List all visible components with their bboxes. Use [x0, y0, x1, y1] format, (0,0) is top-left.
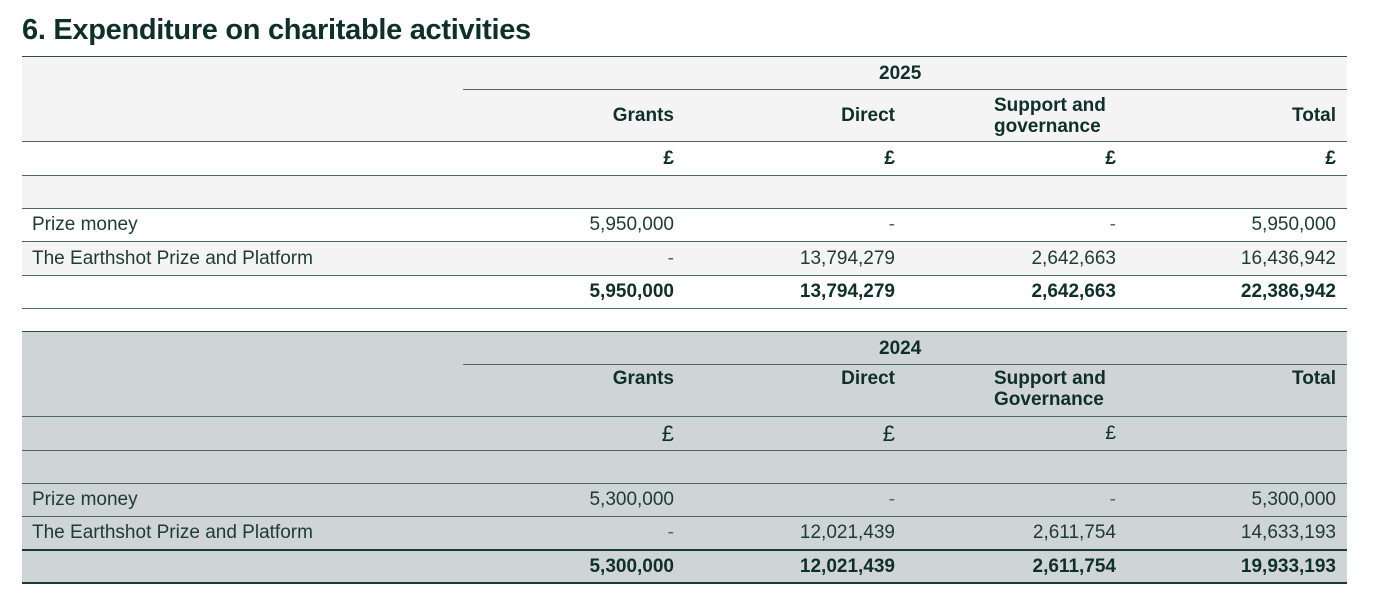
value-direct: -	[888, 214, 895, 235]
column-header-total: Total	[1292, 368, 1336, 389]
year-label: 2025	[879, 63, 922, 84]
spacer-row	[22, 176, 1347, 209]
value-total: 16,436,942	[1240, 247, 1336, 269]
total-row: 5,950,000 13,794,279 2,642,663 22,386,94…	[22, 276, 1347, 309]
currency-direct: £	[884, 148, 895, 169]
table-row: Prize money 5,300,000 - - 5,300,000	[22, 484, 1347, 517]
value-support: -	[1109, 214, 1116, 235]
total-grants: 5,950,000	[589, 281, 674, 302]
spacer-row	[22, 451, 1347, 484]
value-direct: 13,794,279	[799, 247, 895, 269]
value-grants: -	[667, 247, 674, 269]
total-direct: 13,794,279	[799, 281, 895, 302]
value-total: 14,633,193	[1240, 522, 1336, 543]
year-underline	[463, 364, 1347, 365]
table-row: The Earthshot Prize and Platform - 13,79…	[22, 242, 1347, 276]
column-header-row: Grants Direct Support and Governance Tot…	[22, 365, 1347, 417]
value-direct: 12,021,439	[799, 522, 895, 543]
value-total: 5,300,000	[1251, 489, 1336, 510]
value-grants: 5,950,000	[589, 214, 674, 235]
value-direct: -	[888, 489, 895, 510]
total-total: 19,933,193	[1240, 555, 1336, 577]
row-label: Prize money	[32, 489, 138, 510]
column-header-grants: Grants	[612, 368, 674, 389]
page-title: 6. Expenditure on charitable activities	[22, 14, 531, 46]
currency-support: £	[1105, 423, 1116, 444]
total-support: 2,611,754	[1032, 555, 1116, 577]
column-header-support-line1: Support and	[994, 94, 1106, 116]
column-header-support-line2: Governance	[994, 389, 1104, 410]
year-label: 2024	[879, 338, 922, 359]
total-support: 2,642,663	[1031, 281, 1116, 302]
table-row: The Earthshot Prize and Platform - 12,02…	[22, 517, 1347, 551]
column-header-row: Grants Direct Support and governance Tot…	[22, 90, 1347, 142]
currency-total: £	[1325, 148, 1336, 169]
value-support: -	[1109, 489, 1116, 510]
currency-grants: £	[663, 148, 674, 169]
currency-support: £	[1105, 148, 1116, 169]
column-header-direct: Direct	[841, 105, 895, 126]
column-header-grants: Grants	[612, 105, 674, 126]
value-grants: 5,300,000	[589, 489, 674, 510]
column-header-direct: Direct	[841, 368, 895, 389]
total-total: 22,386,942	[1240, 281, 1336, 302]
year-header-row: 2025	[22, 56, 1347, 90]
value-total: 5,950,000	[1251, 214, 1336, 235]
row-label: Prize money	[32, 214, 138, 235]
column-header-support-line2: governance	[994, 115, 1101, 137]
total-row: 5,300,000 12,021,439 2,611,754 19,933,19…	[22, 551, 1347, 584]
column-header-total: Total	[1292, 105, 1336, 126]
table-row: Prize money 5,950,000 - - 5,950,000	[22, 209, 1347, 242]
column-header-support: Support and Governance	[994, 365, 1106, 416]
value-support: 2,611,754	[1032, 522, 1116, 543]
currency-row: £ £ £ £	[22, 142, 1347, 176]
column-header-support: Support and governance	[994, 90, 1106, 141]
total-grants: 5,300,000	[589, 555, 674, 577]
year-header-row: 2024	[22, 331, 1347, 365]
year-underline	[463, 89, 1347, 90]
row-label: The Earthshot Prize and Platform	[32, 522, 313, 543]
currency-direct: £	[882, 421, 895, 446]
expenditure-table-2024: 2024 Grants Direct Support and Governanc…	[22, 331, 1347, 584]
row-label: The Earthshot Prize and Platform	[32, 247, 313, 269]
column-header-support-line1: Support and	[994, 368, 1106, 389]
currency-row: £ £ £	[22, 417, 1347, 451]
value-support: 2,642,663	[1031, 247, 1116, 269]
value-grants: -	[667, 522, 674, 543]
expenditure-table-2025: 2025 Grants Direct Support and governanc…	[22, 56, 1347, 309]
total-direct: 12,021,439	[799, 555, 895, 577]
currency-grants: £	[661, 421, 674, 446]
